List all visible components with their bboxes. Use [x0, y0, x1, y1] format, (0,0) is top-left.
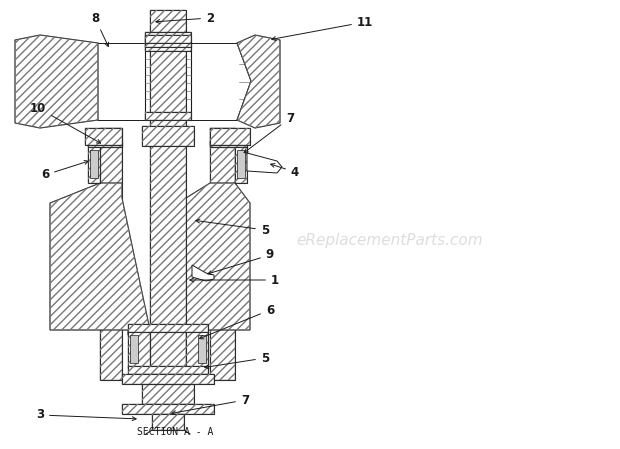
- Text: 6: 6: [41, 160, 88, 181]
- Bar: [122, 374, 214, 384]
- Text: 9: 9: [208, 248, 274, 275]
- Bar: [145, 112, 191, 120]
- Bar: [88, 141, 122, 147]
- Bar: [85, 128, 122, 145]
- Bar: [145, 43, 191, 51]
- Polygon shape: [186, 183, 250, 335]
- Polygon shape: [192, 265, 214, 281]
- Bar: [145, 32, 191, 47]
- Bar: [122, 374, 214, 384]
- Bar: [152, 414, 184, 430]
- Text: SECTION A - A: SECTION A - A: [137, 427, 213, 437]
- Bar: [145, 35, 191, 43]
- Text: 8: 8: [91, 12, 108, 47]
- Bar: [88, 141, 122, 147]
- Bar: [142, 126, 194, 146]
- Bar: [100, 128, 122, 380]
- Bar: [150, 35, 186, 410]
- Bar: [235, 145, 247, 183]
- Polygon shape: [50, 183, 150, 335]
- Bar: [142, 384, 194, 404]
- Bar: [150, 35, 186, 410]
- Bar: [150, 10, 186, 32]
- Bar: [128, 324, 208, 332]
- Bar: [100, 128, 122, 380]
- Bar: [88, 145, 100, 183]
- Bar: [145, 35, 191, 43]
- Polygon shape: [15, 35, 98, 128]
- Bar: [90, 150, 98, 178]
- Bar: [210, 128, 235, 380]
- Bar: [237, 150, 245, 178]
- Polygon shape: [237, 35, 280, 128]
- Bar: [130, 335, 138, 363]
- Text: 5: 5: [196, 219, 269, 237]
- Text: 5: 5: [205, 352, 269, 369]
- Bar: [128, 330, 150, 368]
- Bar: [100, 141, 122, 147]
- Bar: [100, 141, 122, 147]
- Bar: [142, 126, 194, 146]
- Bar: [152, 414, 184, 430]
- Bar: [128, 330, 150, 368]
- Text: 2: 2: [156, 12, 214, 25]
- Bar: [210, 128, 250, 145]
- Text: 4: 4: [271, 163, 299, 179]
- Text: 7: 7: [172, 393, 249, 414]
- Text: 11: 11: [272, 16, 373, 40]
- Bar: [122, 404, 214, 414]
- Text: 3: 3: [36, 409, 136, 422]
- Bar: [198, 335, 206, 363]
- Text: 6: 6: [200, 304, 274, 339]
- Bar: [210, 128, 250, 145]
- Text: 7: 7: [244, 111, 294, 153]
- Bar: [122, 404, 214, 414]
- Bar: [235, 145, 247, 183]
- Bar: [142, 384, 194, 404]
- Bar: [210, 141, 235, 147]
- Bar: [150, 10, 186, 32]
- Bar: [210, 141, 247, 147]
- Bar: [186, 330, 208, 368]
- Bar: [210, 128, 235, 380]
- Bar: [145, 32, 191, 47]
- Bar: [128, 366, 208, 374]
- Text: 1: 1: [190, 273, 279, 286]
- Text: eReplacementParts.com: eReplacementParts.com: [297, 233, 484, 247]
- Bar: [186, 330, 208, 368]
- Bar: [128, 366, 208, 374]
- Bar: [88, 145, 100, 183]
- Bar: [145, 112, 191, 120]
- Text: 10: 10: [30, 101, 100, 143]
- Polygon shape: [247, 153, 282, 173]
- Bar: [128, 324, 208, 332]
- Bar: [145, 43, 191, 51]
- Bar: [210, 141, 247, 147]
- Bar: [85, 128, 122, 145]
- Bar: [210, 141, 235, 147]
